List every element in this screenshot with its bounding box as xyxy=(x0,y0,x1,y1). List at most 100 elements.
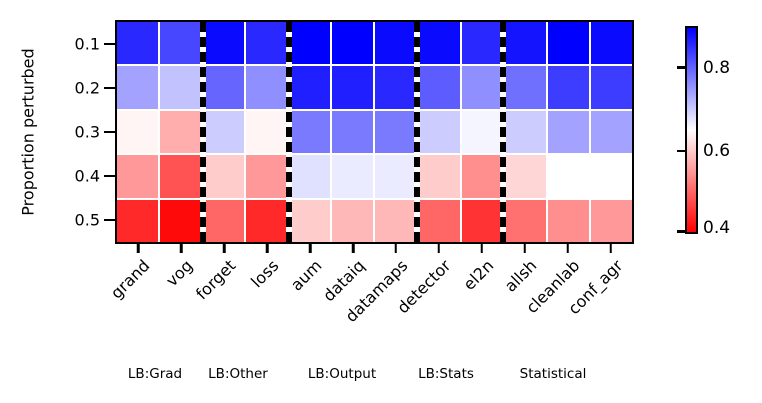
group-separator xyxy=(500,22,507,242)
group-label-lb-output: LB:Output xyxy=(307,366,377,382)
group-separator xyxy=(285,22,292,242)
cell-aum-0.5 xyxy=(289,199,331,242)
colorbar-tick-label: 0.4 xyxy=(703,218,731,238)
y-tick-label: 0.5 xyxy=(74,210,100,230)
cell-grand-0.5 xyxy=(117,199,159,242)
cell-grand-0.2 xyxy=(117,66,159,109)
cell-el2n-0.1 xyxy=(461,22,503,65)
cell-dataiq-0.1 xyxy=(332,22,374,65)
cell-el2n-0.3 xyxy=(461,110,503,154)
colorbar-tick-label: 0.6 xyxy=(703,140,731,161)
colorbar-tick-mark xyxy=(677,149,685,153)
cell-allsh-0.3 xyxy=(504,110,546,154)
cell-detector-0.1 xyxy=(418,22,460,65)
y-tick-mark xyxy=(104,218,115,222)
cell-forget-0.4 xyxy=(203,155,245,198)
group-separator xyxy=(414,22,421,242)
heatmap-plot-area xyxy=(115,20,634,244)
colorbar-tick-mark xyxy=(677,230,685,233)
cell-cleanlab-0.1 xyxy=(547,22,589,65)
cell-loss-0.1 xyxy=(246,22,288,65)
cell-cleanlab-0.2 xyxy=(547,66,589,109)
cell-conf_agr-0.3 xyxy=(590,110,632,154)
cell-cleanlab-0.5 xyxy=(547,199,589,242)
cell-loss-0.2 xyxy=(246,66,288,109)
group-separator xyxy=(199,22,206,242)
x-tick-mark xyxy=(351,244,355,253)
cell-grand-0.3 xyxy=(117,110,159,154)
group-label-lb-grad: LB:Grad xyxy=(127,366,183,382)
cell-loss-0.3 xyxy=(246,110,288,154)
group-label-lb-other: LB:Other xyxy=(208,366,268,382)
cell-allsh-0.4 xyxy=(504,155,546,198)
cell-conf_agr-0.1 xyxy=(590,22,632,65)
cell-cleanlab-0.3 xyxy=(547,110,589,154)
x-tick-mark xyxy=(180,244,183,253)
x-tick-mark xyxy=(223,244,226,253)
cell-conf_agr-0.2 xyxy=(590,66,632,109)
x-tick-mark xyxy=(609,244,612,253)
cell-dataiq-0.5 xyxy=(332,199,374,242)
cell-vog-0.2 xyxy=(160,66,202,109)
cell-conf_agr-0.4 xyxy=(590,155,632,198)
y-tick-mark xyxy=(104,174,115,178)
cell-aum-0.4 xyxy=(289,155,331,198)
colorbar-tick-label: 0.8 xyxy=(703,57,731,78)
cell-allsh-0.2 xyxy=(504,66,546,109)
cell-datamaps-0.1 xyxy=(375,22,417,65)
x-tick-mark xyxy=(265,244,269,253)
cell-aum-0.3 xyxy=(289,110,331,154)
x-tick-mark xyxy=(566,244,569,253)
cell-datamaps-0.3 xyxy=(375,110,417,154)
group-label-statistical: Statistical xyxy=(519,366,587,382)
cell-allsh-0.1 xyxy=(504,22,546,65)
cell-el2n-0.2 xyxy=(461,66,503,109)
cell-conf_agr-0.5 xyxy=(590,199,632,242)
x-tick-mark xyxy=(480,244,484,253)
y-axis-label: Proportion perturbed xyxy=(18,48,38,216)
cell-forget-0.3 xyxy=(203,110,245,154)
cell-el2n-0.4 xyxy=(461,155,503,198)
heatmap-cells xyxy=(117,22,632,242)
cell-detector-0.5 xyxy=(418,199,460,242)
y-tick-label: 0.3 xyxy=(74,122,100,142)
cell-dataiq-0.4 xyxy=(332,155,374,198)
x-tick-mark xyxy=(523,244,526,253)
cell-loss-0.5 xyxy=(246,199,288,242)
cell-detector-0.2 xyxy=(418,66,460,109)
cell-vog-0.1 xyxy=(160,22,202,65)
cell-el2n-0.5 xyxy=(461,199,503,242)
y-tick-mark xyxy=(104,130,115,134)
cell-grand-0.4 xyxy=(117,155,159,198)
cell-loss-0.4 xyxy=(246,155,288,198)
cell-forget-0.2 xyxy=(203,66,245,109)
cell-vog-0.5 xyxy=(160,199,202,242)
colorbar xyxy=(685,26,698,234)
cell-grand-0.1 xyxy=(117,22,159,65)
group-label-lb-stats: LB:Stats xyxy=(418,366,474,382)
cell-vog-0.4 xyxy=(160,155,202,198)
cell-datamaps-0.4 xyxy=(375,155,417,198)
x-tick-mark xyxy=(394,244,398,253)
cell-aum-0.2 xyxy=(289,66,331,109)
cell-detector-0.3 xyxy=(418,110,460,154)
cell-forget-0.5 xyxy=(203,199,245,242)
cell-dataiq-0.3 xyxy=(332,110,374,154)
y-tick-label: 0.4 xyxy=(74,166,100,186)
cell-detector-0.4 xyxy=(418,155,460,198)
cell-forget-0.1 xyxy=(203,22,245,65)
cell-datamaps-0.2 xyxy=(375,66,417,109)
cell-cleanlab-0.4 xyxy=(547,155,589,198)
x-tick-mark xyxy=(137,244,140,253)
colorbar-tick-mark xyxy=(677,66,685,69)
y-tick-label: 0.1 xyxy=(74,34,100,54)
y-tick-mark xyxy=(104,42,115,46)
x-tick-mark xyxy=(437,244,441,253)
cell-allsh-0.5 xyxy=(504,199,546,242)
x-tick-mark xyxy=(308,244,312,253)
cell-aum-0.1 xyxy=(289,22,331,65)
y-tick-mark xyxy=(104,86,115,90)
cell-vog-0.3 xyxy=(160,110,202,154)
cell-datamaps-0.5 xyxy=(375,199,417,242)
